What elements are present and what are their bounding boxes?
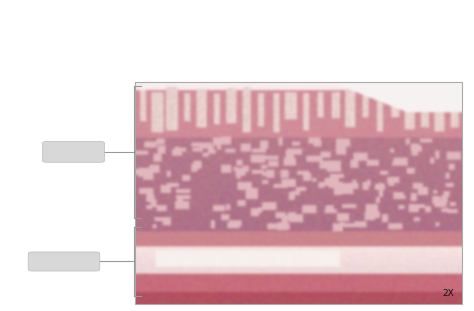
Bar [135, 82, 462, 304]
Text: DIGESTIVE SYSTEM HISTOLOGY:: DIGESTIVE SYSTEM HISTOLOGY: [76, 14, 398, 32]
Text: 2X: 2X [442, 289, 454, 298]
FancyBboxPatch shape [42, 142, 104, 162]
FancyBboxPatch shape [28, 252, 100, 271]
Text: STOMACH MUCOSA AND SUBMUCOSA: STOMACH MUCOSA AND SUBMUCOSA [47, 50, 427, 68]
